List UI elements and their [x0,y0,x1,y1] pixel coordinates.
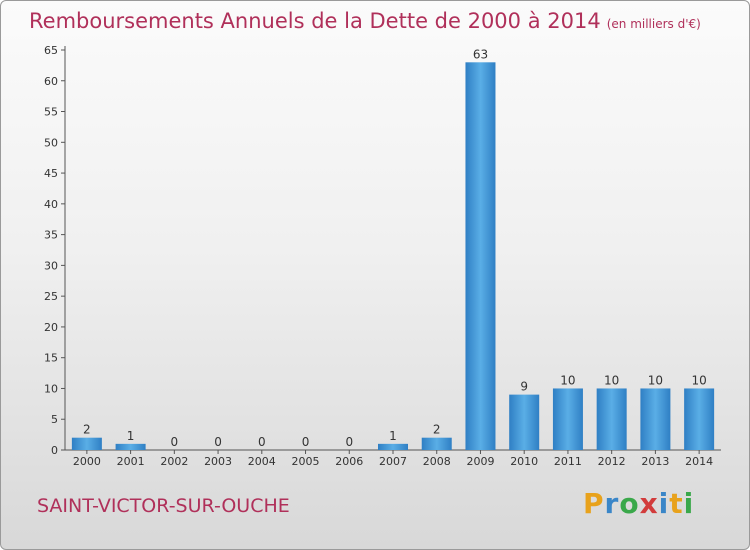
x-tick-label: 2003 [204,455,232,468]
y-tick-label: 15 [44,352,58,365]
y-tick-label: 20 [44,321,58,334]
chart-title-text: Remboursements Annuels de la Dette de 20… [29,9,601,33]
x-tick-label: 2008 [423,455,451,468]
y-tick-label: 50 [44,136,58,149]
logo-letter: i [683,487,695,520]
bar [596,388,627,450]
x-tick-label: 2000 [73,455,101,468]
x-tick-label: 2006 [335,455,363,468]
bar [71,437,102,450]
bar-value-label: 0 [214,435,222,449]
y-tick-label: 0 [51,444,58,457]
x-tick-label: 2001 [117,455,145,468]
x-tick-label: 2002 [160,455,188,468]
bar-value-label: 2 [433,423,441,437]
y-tick-label: 55 [44,106,58,119]
bar-value-label: 10 [604,373,619,387]
bar-value-label: 0 [258,435,266,449]
x-tick-label: 2009 [466,455,494,468]
x-tick-label: 2011 [554,455,582,468]
bar-value-label: 1 [127,429,135,443]
logo-letter: o [619,487,640,520]
bar [684,388,715,450]
bar-value-label: 9 [520,380,528,394]
chart-title: Remboursements Annuels de la Dette de 20… [29,9,701,33]
bar-value-label: 63 [473,47,488,61]
x-tick-label: 2007 [379,455,407,468]
logo-letter: t [669,487,684,520]
y-tick-label: 65 [44,44,58,57]
bar-value-label: 10 [691,373,706,387]
bar-value-label: 10 [648,373,663,387]
bar [465,62,496,451]
y-tick-label: 35 [44,229,58,242]
bar [552,388,583,450]
y-tick-label: 25 [44,290,58,303]
x-tick-label: 2012 [598,455,626,468]
x-tick-label: 2013 [641,455,669,468]
bar-value-label: 2 [83,423,91,437]
logo-letter: x [639,487,659,520]
chart-subtitle: (en milliers d'€) [606,17,701,31]
y-tick-label: 10 [44,382,58,395]
logo-letter: i [658,487,670,520]
bar-value-label: 10 [560,373,575,387]
bar-value-label: 0 [171,435,179,449]
bar-value-label: 0 [345,435,353,449]
y-tick-label: 45 [44,167,58,180]
x-tick-label: 2014 [685,455,713,468]
proxiti-logo: Proxiti [583,487,694,520]
y-tick-label: 5 [51,413,58,426]
y-tick-label: 40 [44,198,58,211]
commune-name: SAINT-VICTOR-SUR-OUCHE [37,495,290,517]
bar [378,443,408,450]
bar [421,437,452,450]
y-tick-label: 60 [44,75,58,88]
bar [115,443,146,450]
bar [509,394,540,450]
x-tick-label: 2004 [248,455,276,468]
bar [640,388,671,450]
x-tick-label: 2005 [292,455,320,468]
bar-value-label: 0 [302,435,310,449]
bar-value-label: 1 [389,429,397,443]
y-tick-label: 30 [44,259,58,272]
logo-letter: r [604,487,620,520]
x-tick-label: 2010 [510,455,538,468]
logo-letter: P [583,487,605,520]
